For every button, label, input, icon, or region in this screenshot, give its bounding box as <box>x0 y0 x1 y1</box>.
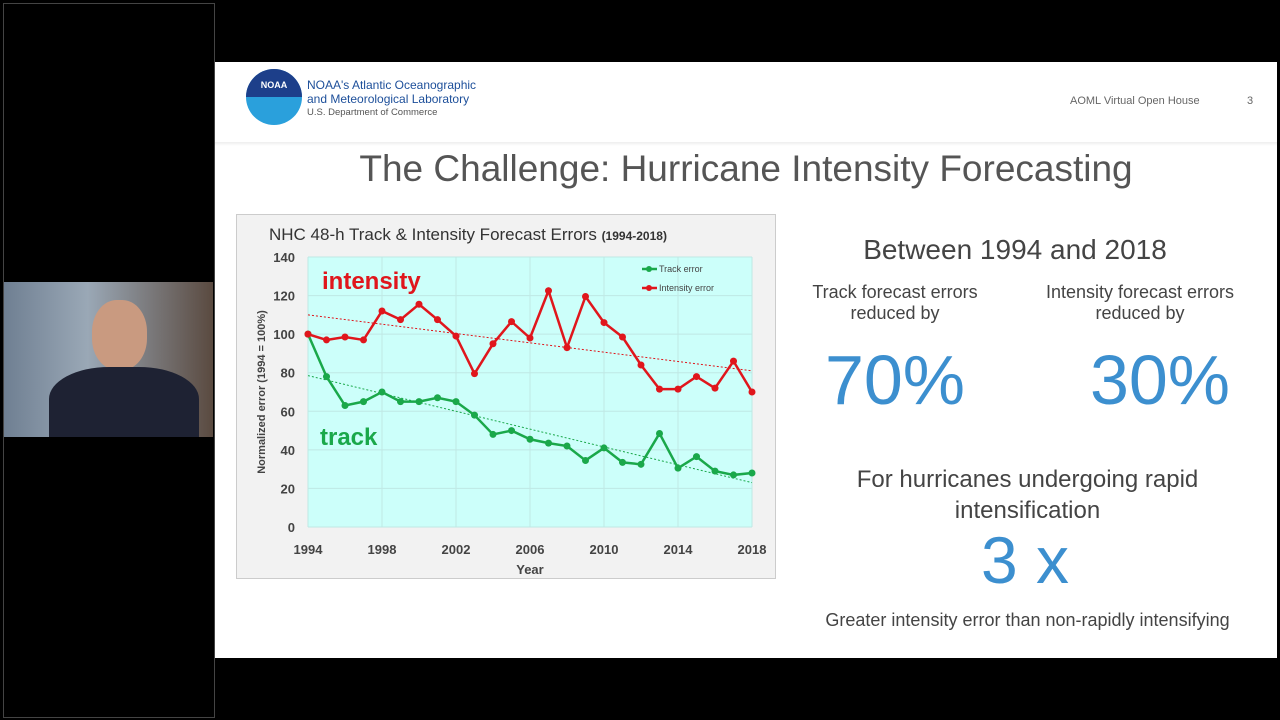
data-point <box>526 334 534 342</box>
data-point <box>452 398 460 406</box>
y-tick-label: 140 <box>273 250 295 265</box>
data-point <box>600 444 608 452</box>
data-point <box>656 429 663 437</box>
event-name: AOML Virtual Open House <box>1070 95 1200 107</box>
data-point <box>730 357 737 365</box>
data-point <box>545 439 552 447</box>
intensity-label: Intensity forecast errors reduced by <box>1045 282 1235 323</box>
data-point <box>397 398 404 406</box>
y-tick-label: 60 <box>281 404 295 419</box>
data-point <box>378 388 386 396</box>
data-point <box>508 318 515 326</box>
series-label-intensity: intensity <box>322 268 421 295</box>
data-point <box>323 336 330 344</box>
data-point <box>378 307 386 315</box>
data-point <box>360 398 367 406</box>
chart-svg: 0 20 40 60 80 100 120 140 1994 1998 2002 2006 2010 20… <box>256 250 767 577</box>
data-point <box>711 384 719 392</box>
y-tick-label: 100 <box>273 327 295 342</box>
y-axis-label: Normalized error (1994 = 100%) <box>256 310 268 474</box>
stats-heading: Between 1994 and 2018 <box>863 234 1167 265</box>
ri-note: Greater intensity error than non-rapidly… <box>825 610 1230 630</box>
data-point <box>489 430 497 438</box>
data-point <box>304 330 312 338</box>
data-point <box>415 300 423 308</box>
track-value: 70% <box>824 341 966 419</box>
x-tick-label: 2014 <box>664 542 694 557</box>
ri-value: 3 x <box>980 523 1070 597</box>
data-point <box>674 385 682 393</box>
data-point <box>397 316 404 324</box>
x-tick-label: 2006 <box>516 542 545 557</box>
series-label-track: track <box>320 424 378 451</box>
y-tick-label: 40 <box>281 443 295 458</box>
webcam-video <box>4 282 213 437</box>
org-name: NOAA's Atlantic Oceanographic and Meteoro… <box>307 78 477 118</box>
x-tick-label: 1994 <box>294 542 324 557</box>
y-tick-label: 20 <box>281 481 295 496</box>
y-tick-label: 120 <box>273 289 295 304</box>
legend-label: Intensity error <box>659 283 714 293</box>
intensity-value: 30% <box>1089 341 1231 419</box>
data-point <box>341 333 349 341</box>
data-point <box>693 453 700 461</box>
data-point <box>674 464 682 472</box>
x-axis-label: Year <box>516 562 543 577</box>
y-tick-label: 80 <box>281 366 295 381</box>
data-point <box>526 435 534 443</box>
x-tick-label: 1998 <box>368 542 397 557</box>
legend-marker <box>646 285 652 291</box>
page-number: 3 <box>1247 95 1254 107</box>
x-tick-label: 2018 <box>738 542 767 557</box>
data-point <box>471 411 478 419</box>
data-point <box>582 293 589 301</box>
data-point <box>563 344 571 352</box>
data-point <box>748 388 756 396</box>
data-point <box>637 361 645 369</box>
data-point <box>619 458 626 466</box>
data-point <box>323 373 330 381</box>
ri-label: For hurricanes undergoing rapid intensif… <box>856 466 1199 524</box>
presentation-slide: NOAA NOAA's Atlantic Oceanographic and Me… <box>215 62 1277 658</box>
track-label: Track forecast errors reduced by <box>812 282 978 323</box>
chart: NHC 48-h Track & Intensity Forecast Erro… <box>236 214 776 579</box>
data-point <box>582 456 589 464</box>
data-point <box>545 287 552 295</box>
y-tick-label: 0 <box>288 520 295 535</box>
data-point <box>415 398 423 406</box>
data-point <box>341 402 349 409</box>
data-point <box>360 336 367 344</box>
data-point <box>693 373 700 381</box>
x-tick-label: 2010 <box>590 542 619 557</box>
data-point <box>434 316 441 324</box>
slide-title: The Challenge: Hurricane Intensity Forec… <box>359 148 1133 189</box>
data-point <box>656 385 663 393</box>
legend-marker <box>646 266 652 272</box>
data-point <box>619 333 626 341</box>
data-point <box>730 471 737 479</box>
data-point <box>711 467 719 475</box>
data-point <box>471 370 478 378</box>
data-point <box>748 469 756 477</box>
data-point <box>508 427 515 435</box>
data-point <box>637 460 645 468</box>
legend-label: Track error <box>659 264 703 274</box>
data-point <box>489 340 497 348</box>
data-point <box>434 394 441 402</box>
trend-line <box>307 314 753 372</box>
data-point <box>452 332 460 340</box>
data-point <box>563 442 571 450</box>
noaa-logo: NOAA <box>246 69 302 125</box>
data-point <box>600 319 608 327</box>
chart-title: NHC 48-h Track & Intensity Forecast Erro… <box>269 225 667 244</box>
x-tick-label: 2002 <box>442 542 471 557</box>
